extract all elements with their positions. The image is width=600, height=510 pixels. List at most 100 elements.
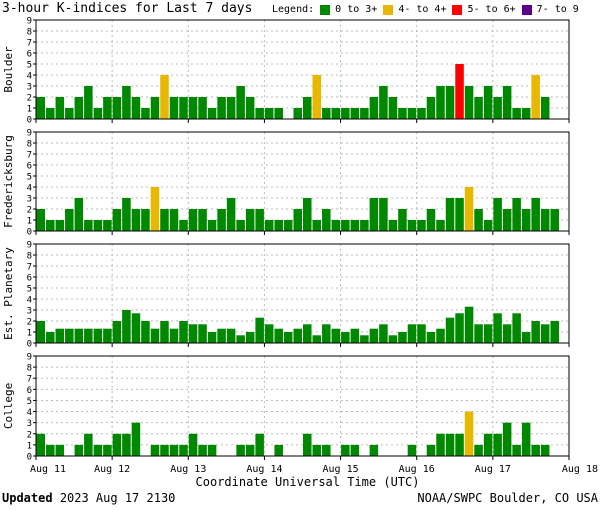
k-index-bar [226, 97, 236, 119]
y-tick-label: 1 [27, 329, 32, 339]
k-index-bar [55, 328, 65, 343]
y-tick-label: 9 [27, 241, 32, 251]
y-tick-label: 7 [27, 375, 32, 385]
k-index-bar [217, 209, 226, 231]
y-tick-label: 4 [27, 408, 32, 418]
k-index-bar [331, 108, 341, 119]
y-tick-label: 1 [27, 441, 32, 451]
k-index-bar [341, 108, 350, 119]
k-index-bar [65, 328, 74, 343]
k-index-bar [312, 220, 322, 231]
k-index-bar [474, 444, 483, 456]
k-index-bar [179, 444, 188, 456]
k-index-bar [464, 86, 474, 119]
k-index-bar [398, 332, 407, 343]
k-index-bar [84, 328, 93, 343]
k-index-bar [112, 209, 122, 231]
k-index-bar [141, 321, 150, 343]
k-index-bar [160, 209, 169, 231]
y-tick-label: 4 [27, 184, 32, 194]
k-index-bar [322, 324, 331, 343]
k-index-bar [322, 209, 331, 231]
k-index-bar [483, 86, 493, 119]
legend-text: 0 to 3+ [335, 4, 378, 15]
k-index-bar [264, 220, 274, 231]
k-index-bar [293, 108, 302, 119]
y-tick-label: 0 [27, 453, 32, 463]
k-index-bar [474, 97, 483, 119]
k-index-bar [417, 324, 426, 343]
y-tick-label: 7 [27, 151, 32, 161]
k-index-bar [426, 97, 436, 119]
k-index-bar [274, 328, 283, 343]
k-index-bar [93, 108, 103, 119]
legend-swatch-purple [521, 4, 532, 15]
k-index-bar [160, 75, 169, 119]
k-index-bar [274, 220, 283, 231]
k-index-bar [264, 108, 274, 119]
k-index-bar [369, 198, 379, 231]
k-index-bar [512, 198, 521, 231]
k-index-bar [160, 444, 169, 456]
x-tick-label: Aug 11 [30, 464, 66, 475]
k-index-bar [36, 97, 46, 119]
k-index-bar [255, 209, 264, 231]
legend-item-5-to-6: 5- to 6+ [452, 4, 516, 15]
k-index-bar [245, 332, 255, 343]
k-index-bar [531, 444, 540, 456]
k-index-bar [103, 220, 112, 231]
station-label: College [2, 383, 15, 429]
k-index-bar [188, 324, 198, 343]
k-index-bar [436, 220, 445, 231]
k-index-bar [46, 444, 55, 456]
k-index-bar [407, 108, 417, 119]
k-index-bar [350, 108, 360, 119]
k-index-bar [131, 97, 141, 119]
k-index-bar [341, 220, 350, 231]
k-index-bar [502, 86, 512, 119]
k-index-bar [198, 97, 207, 119]
plot-frame [35, 19, 570, 120]
k-index-bar [245, 209, 255, 231]
y-tick-label: 3 [27, 195, 32, 205]
y-tick-label: 7 [27, 39, 32, 49]
y-tick-label: 4 [27, 72, 32, 82]
k-index-bar [436, 86, 445, 119]
updated-value: 2023 Aug 17 2130 [59, 491, 176, 505]
k-index-bar [540, 209, 550, 231]
y-tick-label: 3 [27, 83, 32, 93]
k-index-bar [122, 310, 131, 343]
y-tick-label: 5 [27, 397, 32, 407]
k-index-bar [312, 75, 322, 119]
k-index-bar [417, 108, 426, 119]
k-index-bar [179, 321, 188, 343]
k-index-bar [540, 97, 550, 119]
k-index-bar [160, 321, 169, 343]
y-tick-label: 2 [27, 206, 32, 216]
k-index-bar [360, 220, 369, 231]
legend-item-0-to-3: 0 to 3+ [320, 4, 377, 15]
y-tick-label: 2 [27, 94, 32, 104]
k-index-bar [131, 313, 141, 343]
organization-credit: NOAA/SWPC Boulder, CO USA [417, 491, 598, 505]
k-index-bar [379, 324, 388, 343]
k-index-bar [369, 444, 379, 456]
k-index-bar [445, 433, 455, 456]
y-tick-label: 8 [27, 364, 32, 374]
y-tick-label: 6 [27, 162, 32, 172]
k-index-bar [455, 198, 464, 231]
k-index-bar [464, 306, 474, 343]
k-index-bar [388, 220, 398, 231]
k-index-bar [379, 86, 388, 119]
k-index-bar [550, 209, 559, 231]
y-tick-label: 5 [27, 173, 32, 183]
k-index-bar [74, 97, 84, 119]
k-index-bar [312, 444, 322, 456]
x-tick-label: Aug 14 [246, 464, 282, 475]
k-index-bar [46, 332, 55, 343]
k-index-bar [207, 444, 217, 456]
y-tick-label: 9 [27, 129, 32, 139]
y-tick-label: 6 [27, 386, 32, 396]
k-index-bar [255, 433, 264, 456]
k-index-bar [407, 220, 417, 231]
